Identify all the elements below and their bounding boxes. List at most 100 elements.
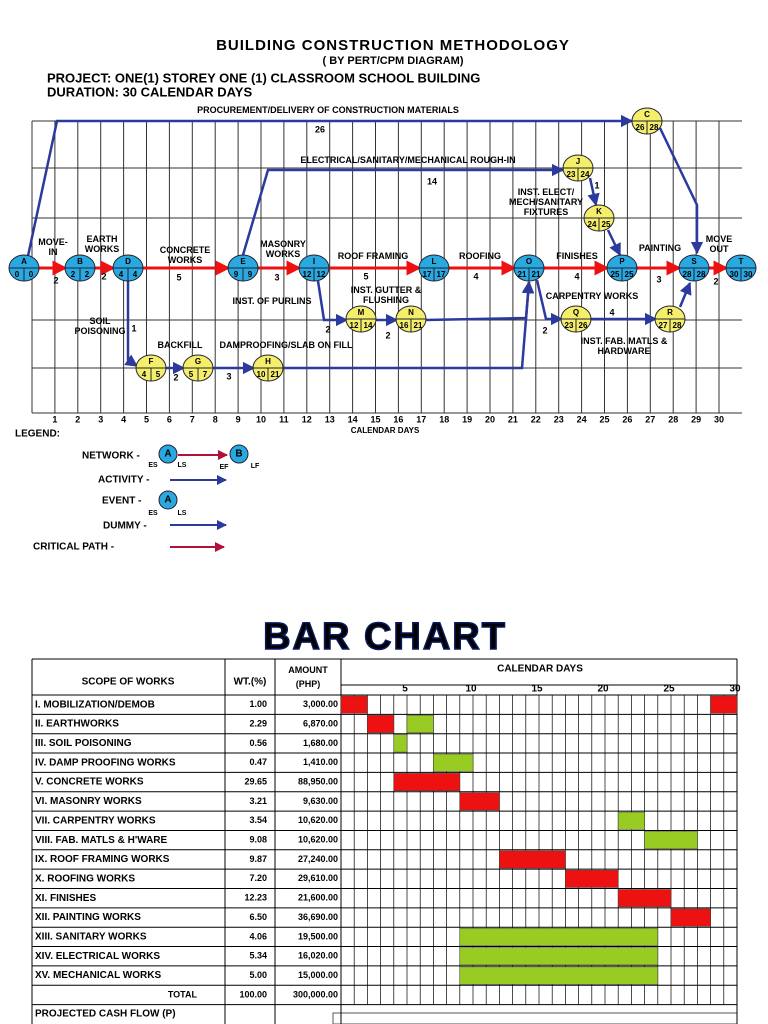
node-ls: 28: [673, 321, 682, 330]
node-label: A: [21, 257, 27, 266]
node-label: L: [432, 257, 437, 266]
node-ls: 4: [133, 270, 138, 279]
arrow: [316, 280, 349, 327]
node-ls: 28: [697, 270, 706, 279]
day-label: 26: [622, 414, 632, 424]
gantt-bar: [393, 773, 461, 792]
activity-label: MASONRY WORKS: [260, 239, 306, 259]
legend-node: [158, 490, 178, 510]
weight: 9.87: [249, 854, 267, 864]
amount: 19,500.00: [298, 931, 338, 941]
arrow: [124, 281, 139, 368]
node-es: 16: [400, 321, 409, 330]
activity-duration: 2: [713, 276, 718, 286]
content: 1 2 3 4 5 6 7 8 9 10 11 12 13 14 15 16 17 18 19 20 21 22 23 24 2…: [8, 105, 757, 1024]
activity-duration: 26: [315, 124, 325, 134]
amount: 15,000.00: [298, 970, 338, 980]
activity-label-line: POISONING: [74, 326, 125, 336]
activity-label: PAINTING: [639, 243, 681, 253]
amount: 9,630.00: [303, 796, 338, 806]
legend-node-label: B: [235, 449, 242, 460]
node-es: 10: [257, 370, 266, 379]
title: BUILDING CONSTRUCTION METHODOLOGY: [216, 37, 570, 54]
day-label: 22: [531, 414, 541, 424]
activity-label: CONCRETE WORKS: [160, 245, 211, 265]
node-ls: 5: [156, 370, 161, 379]
node-label: K: [596, 207, 602, 216]
node-label: H: [265, 357, 271, 366]
arrow: [26, 114, 634, 257]
node-ls: 21: [271, 370, 280, 379]
node-ls: 0: [29, 270, 34, 279]
activity-label-line: MOVE-: [38, 237, 68, 247]
amount: 27,240.00: [298, 854, 338, 864]
day-label: 28: [668, 414, 678, 424]
node-label: E: [240, 257, 246, 266]
activity-label: CARPENTRY WORKS: [546, 291, 639, 301]
activity-label-line: WORKS: [85, 244, 120, 254]
duration: DURATION: 30 CALENDAR DAYS: [47, 84, 252, 99]
arrow: [587, 177, 600, 207]
activity-label-line: FIXTURES: [524, 207, 569, 217]
activity-label-line: DAMPROOFING/SLAB ON FILL: [220, 340, 353, 350]
legend-node: [158, 444, 178, 464]
activity-label-line: PROCUREMENT/DELIVERY OF CONSTRUCTION MAT…: [197, 105, 459, 115]
activity-label: INST. GUTTER & FLUSHING: [351, 285, 422, 305]
node-ls: 12: [317, 270, 326, 279]
activity-label: INST. FAB. MATLS & HARDWARE: [581, 336, 668, 356]
node-es: 4: [142, 370, 147, 379]
activity-label: INST. OF PURLINS: [232, 296, 311, 306]
node-label: T: [739, 257, 744, 266]
day-label: 10: [256, 414, 266, 424]
total-amount: 300,000.00: [293, 989, 338, 999]
gantt-bar: [459, 792, 500, 811]
node-label: O: [526, 257, 532, 266]
activity-label-line: PAINTING: [639, 243, 681, 253]
activity-duration: 1: [131, 323, 136, 333]
node-ls: 25: [625, 270, 634, 279]
axis-label: CALENDAR DAYS: [351, 426, 420, 435]
legend-item: CRITICAL PATH -: [33, 542, 114, 553]
activity-label-line: MECH/SANITARY: [509, 197, 583, 207]
legend-sublabel: LS: [178, 462, 187, 469]
gantt-bar: [710, 695, 738, 714]
day-label: 30: [714, 414, 724, 424]
activity-label: FINISHES: [556, 251, 598, 261]
node-es: 30: [730, 270, 739, 279]
activity-label: BACKFILL: [158, 340, 203, 350]
activity-label-line: EARTH: [87, 234, 118, 244]
legend-sublabel: ES: [148, 510, 158, 517]
legend-item: DUMMY -: [103, 521, 147, 532]
legend-node-label: A: [164, 449, 171, 460]
legend-item: ACTIVITY -: [98, 475, 149, 486]
legend-node-label: A: [164, 495, 171, 506]
activity-label-line: FLUSHING: [363, 295, 409, 305]
activity-label-line: WORKS: [168, 255, 203, 265]
scope: IX. ROOF FRAMING WORKS: [35, 854, 170, 865]
activity-duration: 2: [385, 330, 390, 340]
node-label: J: [576, 157, 580, 166]
header-wt: WT.(%): [234, 677, 267, 688]
activity-label-line: INST. GUTTER &: [351, 285, 422, 295]
cash-flow: PROJECTED CASH FLOW (P): [35, 1009, 176, 1020]
day-label: 1: [52, 414, 57, 424]
node-label: C: [644, 110, 650, 119]
header-calendar: CALENDAR DAYS: [497, 664, 583, 675]
gantt-bar: [644, 831, 698, 850]
legend-sublabel: EF: [220, 464, 230, 471]
activity-label: MOVE-IN: [38, 237, 68, 257]
node-es: 9: [234, 270, 239, 279]
amount: 36,690.00: [298, 912, 338, 922]
node-es: 27: [659, 321, 668, 330]
legend-title: LEGEND:: [15, 429, 60, 440]
activity-label: MOVE OUT: [706, 234, 733, 254]
scope: I. MOBILIZATION/DEMOB: [35, 699, 155, 710]
gantt-bar: [340, 695, 368, 714]
scope: XIV. ELECTRICAL WORKS: [35, 951, 160, 962]
gantt-bar: [406, 715, 434, 733]
gantt-bar: [393, 734, 408, 753]
node-es: 24: [588, 220, 597, 229]
weight: 3.54: [249, 815, 267, 825]
